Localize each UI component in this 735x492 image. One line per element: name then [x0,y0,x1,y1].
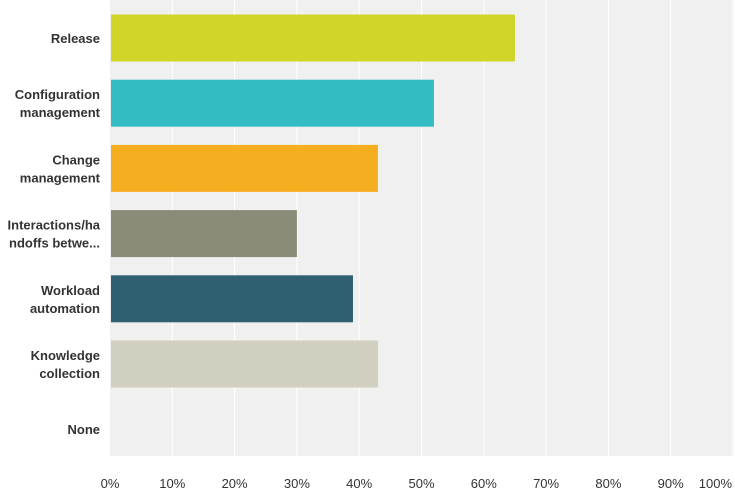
category-label: Change management [20,152,101,185]
category-label: Knowledge collection [31,348,100,381]
x-tick-label: 50% [408,476,434,491]
bar [111,275,353,323]
bar [111,14,515,62]
bars [111,14,515,388]
category-label: Release [51,31,100,46]
category-labels: Release Configuration management Change mana… [8,31,101,437]
x-tick-label: 10% [159,476,185,491]
x-tick-label: 30% [284,476,310,491]
x-tick-label: 80% [595,476,621,491]
x-tick-label: 40% [346,476,372,491]
x-tick-label: 20% [222,476,248,491]
x-tick-labels: 0% 10% 20% 30% 40% 50% 60% 70% 80% 90% 100% [101,476,733,491]
category-label: Interactions/ha ndoffs betwe... [8,218,101,251]
category-label: None [68,422,101,437]
category-label: Workload automation [30,283,100,316]
bar [111,144,378,192]
bar [111,79,434,127]
x-tick-label: 100% [699,476,733,491]
bar [111,340,378,388]
x-tick-label: 90% [658,476,684,491]
x-tick-label: 0% [101,476,120,491]
x-tick-label: 70% [533,476,559,491]
bar [111,210,297,258]
x-tick-label: 60% [471,476,497,491]
category-label: Configuration management [15,87,101,120]
